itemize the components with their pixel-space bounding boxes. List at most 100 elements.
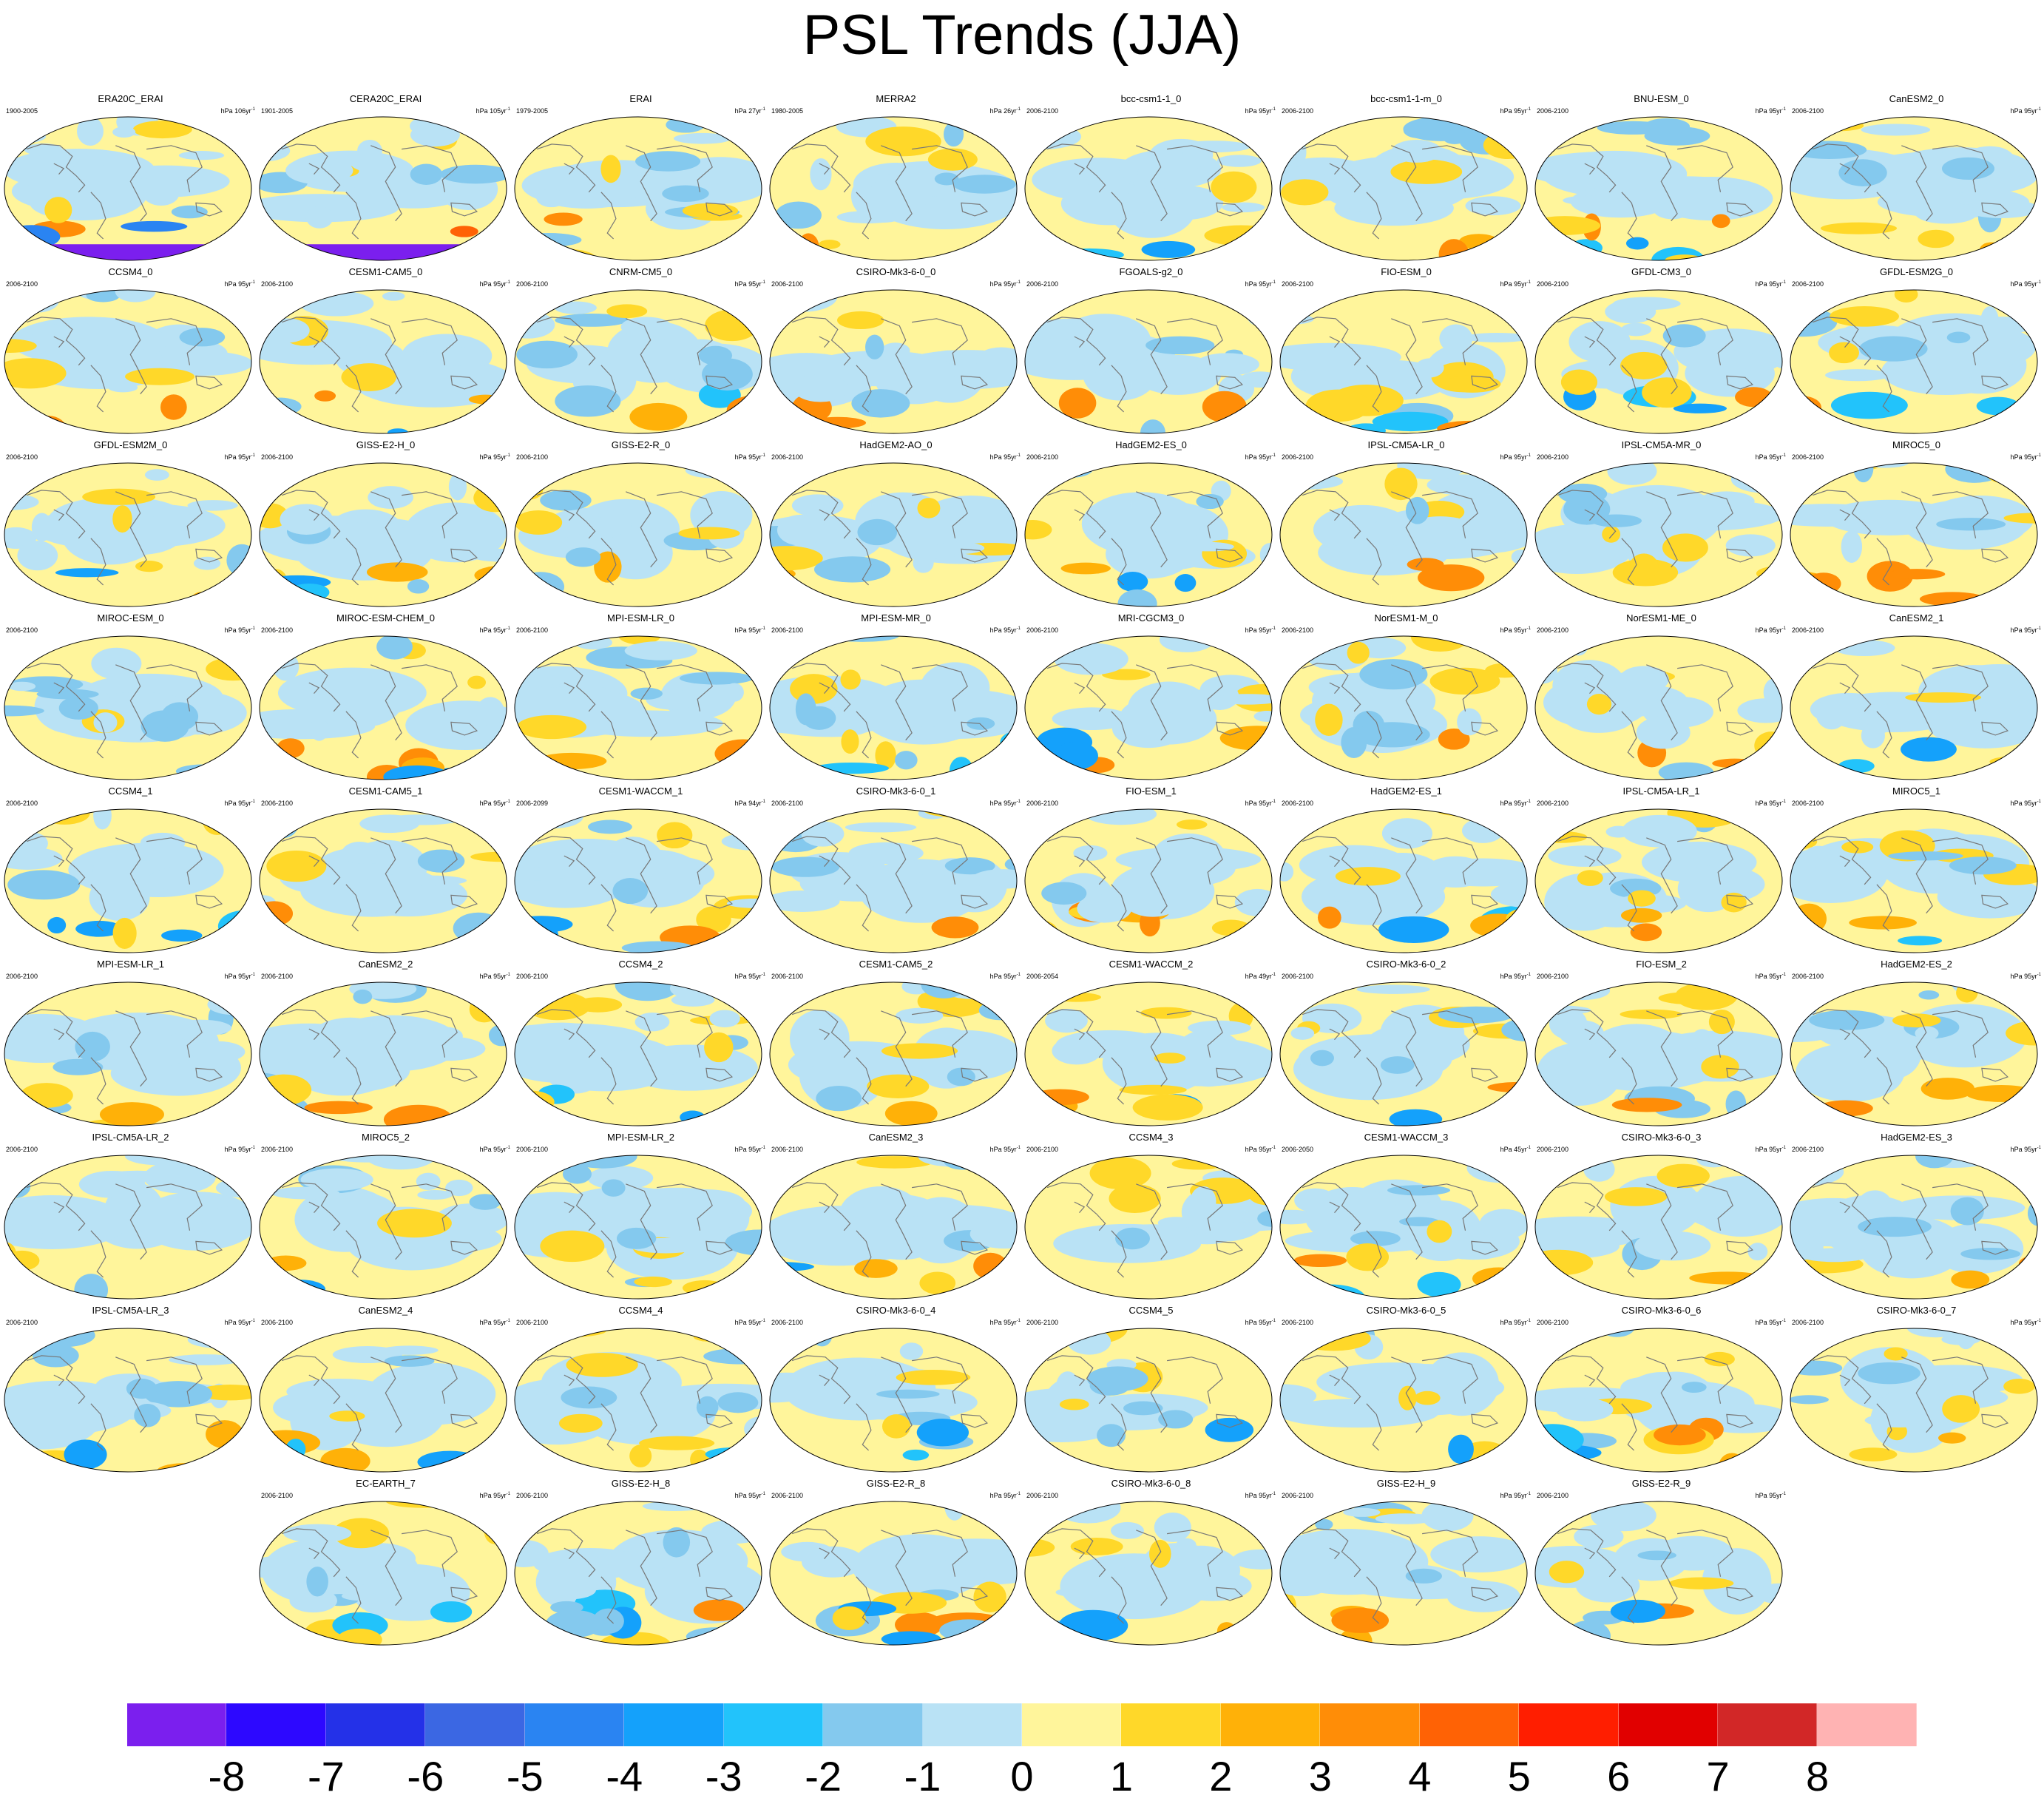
panel-unit: hPa 95yr-1 (734, 1146, 765, 1153)
anomaly-blob (349, 149, 386, 172)
anomaly-blob (1563, 700, 1634, 733)
coastline (1216, 894, 1244, 909)
coastline (1366, 711, 1382, 759)
panel-period: 2006-2100 (261, 280, 294, 288)
coastline (115, 1356, 147, 1433)
anomaly-blob (1140, 419, 1166, 433)
anomaly-blob (881, 342, 910, 359)
panel-title: FIO-ESM_1 (1126, 785, 1177, 797)
map-panel: CanESM2_3 2006-2100 hPa 95yr-1 (768, 1132, 1023, 1303)
anomaly-blob (1960, 1248, 2021, 1260)
coastline (195, 721, 223, 736)
anomaly-blob (78, 1170, 146, 1198)
panel-title: HadGEM2-ES_1 (1370, 785, 1442, 797)
colorbar-tick-label: -5 (506, 1753, 544, 1800)
map-panel: NorESM1-ME_0 2006-2100 hPa 95yr-1 (1534, 612, 1789, 784)
anomaly-blob (1620, 1376, 1665, 1399)
anomaly-blob (1176, 1538, 1197, 1552)
panel-title: CSIRO-Mk3-6-0_2 (1366, 959, 1446, 970)
panel-period: 1901-2005 (261, 107, 294, 115)
panel-title: ERA20C_ERAI (98, 93, 163, 104)
panel-title: MPI-ESM-MR_0 (861, 612, 931, 624)
anomaly-blob (285, 1439, 306, 1460)
panel-title: CERA20C_ERAI (349, 93, 422, 104)
anomaly-blob (108, 382, 138, 393)
panel-title: CSIRO-Mk3-6-0_5 (1366, 1305, 1446, 1316)
anomaly-blob (693, 1331, 731, 1342)
map-panel: bcc-csm1-1_0 2006-2100 hPa 95yr-1 (1023, 93, 1279, 265)
coastline (90, 192, 106, 240)
anomaly-blob (770, 891, 840, 912)
anomaly-blob (1946, 331, 1971, 344)
panel-title: CSIRO-Mk3-6-0_0 (856, 266, 936, 277)
anomaly-blob (1290, 1027, 1315, 1040)
anomaly-blob (664, 1072, 709, 1087)
coastline (1557, 836, 1617, 885)
panel-unit: hPa 95yr-1 (2010, 1319, 2041, 1326)
coastline (450, 375, 478, 390)
globe-outline (1790, 635, 2038, 780)
globe-outline (1790, 1328, 2038, 1473)
anomaly-blob (981, 240, 1006, 250)
coastline (53, 163, 65, 175)
globe-outline (769, 462, 1018, 607)
anomaly-blob (455, 982, 507, 1002)
anomaly-blob (944, 857, 995, 875)
coastline (791, 1528, 851, 1578)
coastline (1557, 1355, 1617, 1405)
anomaly-blob (896, 726, 967, 737)
anomaly-blob (58, 696, 98, 720)
anomaly-blob (917, 498, 941, 518)
anomaly-blob (802, 706, 836, 730)
coastline (1621, 1230, 1637, 1278)
anomaly-blob (126, 1378, 158, 1399)
anomaly-blob (554, 301, 597, 314)
globe-outline (1024, 635, 1273, 780)
anomaly-blob (410, 163, 443, 185)
anomaly-blob (1976, 396, 2020, 416)
anomaly-blob (935, 1559, 987, 1571)
globe-map (1534, 1155, 1783, 1300)
coastline (1074, 1201, 1086, 1213)
anomaly-blob (1604, 1187, 1668, 1206)
anomaly-blob (1725, 534, 1776, 557)
coastline (1621, 1057, 1637, 1105)
anomaly-blob (1849, 1447, 1898, 1462)
panel-title: CSIRO-Mk3-6-0_8 (1111, 1478, 1191, 1489)
anomaly-blob (1280, 296, 1316, 307)
globe-map (259, 1501, 507, 1646)
anomaly-blob (1980, 306, 2000, 337)
anomaly-blob (167, 1019, 232, 1036)
coastline (657, 1356, 713, 1404)
panel-period: 2006-2100 (1792, 1319, 1824, 1326)
anomaly-blob (2002, 928, 2037, 953)
globe-outline (514, 635, 762, 780)
anomaly-blob (193, 556, 221, 570)
coastline (1422, 1183, 1478, 1231)
anomaly-blob (1158, 1410, 1194, 1429)
coastline (1111, 192, 1127, 240)
coastline (1329, 1374, 1341, 1386)
coastline (1111, 1057, 1127, 1105)
anomaly-blob (770, 1372, 822, 1391)
panel-period: 2006-2100 (516, 1146, 549, 1153)
anomaly-blob (702, 358, 753, 391)
anomaly-blob (981, 1111, 1017, 1126)
globe-outline (514, 1155, 762, 1300)
coastline (1981, 1067, 2009, 1082)
panel-period: 2006-2100 (6, 1146, 38, 1153)
map-panel: HadGEM2-ES_0 2006-2100 hPa 95yr-1 (1023, 439, 1279, 611)
map-panel: ERA20C_ERAI 1900-2005 hPa 106yr-1 (3, 93, 258, 265)
globe-outline (4, 462, 252, 607)
anomaly-blob (1653, 199, 1691, 220)
panel-period: 2006-2100 (1537, 973, 1569, 980)
anomaly-blob (618, 636, 661, 645)
anomaly-blob (171, 205, 208, 219)
panel-period: 2006-2100 (1792, 280, 1824, 288)
coastline (912, 491, 968, 538)
panel-period: 2006-2100 (6, 280, 38, 288)
map-panel: GFDL-ESM2G_0 2006-2100 hPa 95yr-1 (1789, 266, 2044, 438)
anomaly-blob (488, 1024, 507, 1047)
panel-title: GISS-E2-H_9 (1376, 1478, 1436, 1489)
coastline (1646, 1183, 1678, 1260)
